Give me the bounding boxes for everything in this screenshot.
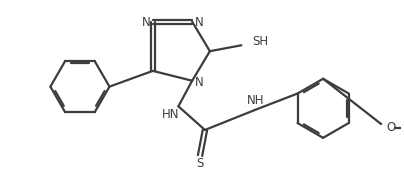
Text: O: O [386, 121, 396, 134]
Text: HN: HN [162, 108, 179, 121]
Text: SH: SH [252, 35, 268, 48]
Text: N: N [141, 16, 150, 29]
Text: N: N [195, 16, 204, 29]
Text: N: N [195, 76, 204, 89]
Text: NH: NH [246, 94, 264, 107]
Text: S: S [196, 157, 204, 170]
